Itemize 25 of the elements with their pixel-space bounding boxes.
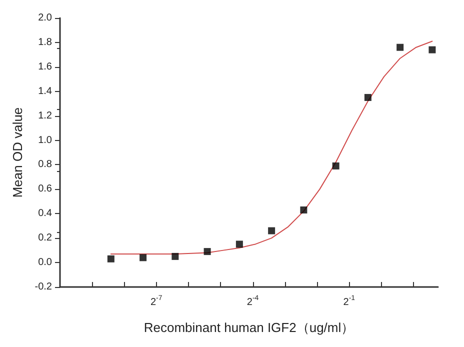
point <box>428 46 436 54</box>
y-tick-label: 1.6 <box>38 61 52 72</box>
point <box>300 206 308 214</box>
point <box>268 227 276 234</box>
y-tick-label: -0.2 <box>34 282 52 292</box>
y-tick-label: 1.4 <box>38 86 52 97</box>
y-tick-label: 0.0 <box>38 257 52 268</box>
y-tick-label: 1.8 <box>38 36 52 48</box>
y-tick-label: 1.2 <box>38 110 52 122</box>
point <box>172 252 179 260</box>
point <box>364 94 372 101</box>
y-tick-label: 2.0 <box>38 12 52 24</box>
y-tick-label: 0.2 <box>38 232 52 244</box>
point <box>236 240 243 248</box>
y-tick-label: 0.4 <box>38 208 52 220</box>
x-axis-title: Recombinant human IGF2（ug/ml） <box>144 320 354 335</box>
point <box>140 254 147 262</box>
point <box>332 162 340 170</box>
point <box>396 44 404 51</box>
y-tick-label: 1.0 <box>38 134 52 146</box>
y-tick-label: 0.8 <box>38 159 52 170</box>
point <box>107 255 114 262</box>
y-axis-title: Mean OD value <box>10 107 25 198</box>
point <box>204 248 211 256</box>
y-tick-label: 0.6 <box>38 184 52 195</box>
